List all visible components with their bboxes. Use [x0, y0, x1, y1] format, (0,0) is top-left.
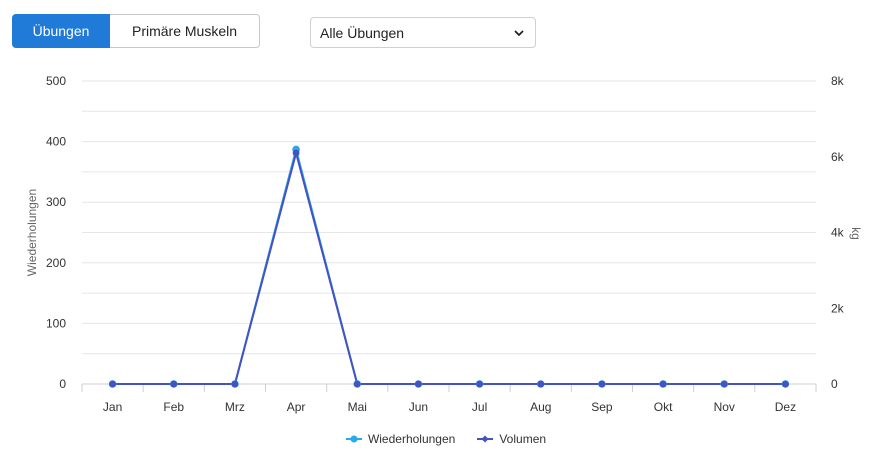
y-right-tick-label: 0 [831, 377, 838, 391]
legend-item-volume[interactable]: Volumen [477, 432, 546, 446]
x-tick-label: Jul [472, 400, 487, 414]
data-point-volume [292, 149, 300, 157]
x-tick-label: Nov [714, 400, 735, 414]
x-tick-label: Okt [654, 400, 673, 414]
y-left-tick-label: 500 [46, 74, 66, 88]
y-left-tick-label: 0 [59, 377, 66, 391]
data-point-volume [659, 380, 667, 388]
data-point-volume [720, 380, 728, 388]
y-left-axis-title: Wiederholungen [25, 189, 39, 276]
chevron-down-icon [514, 30, 524, 36]
chart-legend: Wiederholungen Volumen [0, 432, 892, 446]
data-point-volume [537, 380, 545, 388]
legend-marker-reps [345, 435, 362, 443]
legend-item-reps[interactable]: Wiederholungen [345, 432, 456, 446]
x-tick-label: Apr [287, 400, 306, 414]
data-point-volume [170, 380, 178, 388]
x-tick-label: Sep [591, 400, 613, 414]
data-point-volume [231, 380, 239, 388]
legend-marker-volume [477, 435, 494, 443]
y-left-tick-label: 200 [46, 256, 66, 270]
y-left-tick-label: 300 [46, 195, 66, 209]
y-right-tick-label: 2k [831, 301, 845, 315]
legend-label-volume: Volumen [499, 432, 547, 446]
x-tick-label: Mrz [225, 400, 245, 414]
x-tick-label: Aug [530, 400, 551, 414]
y-right-tick-label: 8k [831, 74, 845, 88]
y-left-tick-label: 400 [46, 135, 66, 149]
tab-primary-muscles[interactable]: Primäre Muskeln [110, 14, 260, 48]
view-toggle: Übungen Primäre Muskeln [12, 14, 260, 48]
x-tick-label: Mai [348, 400, 367, 414]
series-line-reps [112, 148, 786, 385]
y-left-tick-label: 100 [46, 316, 66, 330]
data-point-volume [415, 380, 422, 388]
legend-label-reps: Wiederholungen [367, 432, 456, 446]
data-point-volume [598, 380, 606, 388]
y-right-axis-title: kg [849, 227, 863, 240]
series-line-volume [112, 151, 786, 385]
data-point-volume [476, 380, 483, 388]
tab-exercises[interactable]: Übungen [12, 14, 110, 48]
x-tick-label: Dez [775, 400, 796, 414]
y-right-tick-label: 6k [831, 150, 845, 164]
x-tick-label: Jan [103, 400, 122, 414]
data-point-volume [109, 380, 116, 388]
data-point-volume [782, 380, 789, 388]
x-tick-label: Feb [163, 400, 184, 414]
x-tick-label: Jun [409, 400, 428, 414]
data-point-volume [353, 380, 361, 388]
exercise-select-value: Alle Übungen [320, 24, 405, 41]
exercise-select[interactable]: Alle Übungen [310, 17, 536, 48]
y-right-tick-label: 4k [831, 226, 845, 240]
